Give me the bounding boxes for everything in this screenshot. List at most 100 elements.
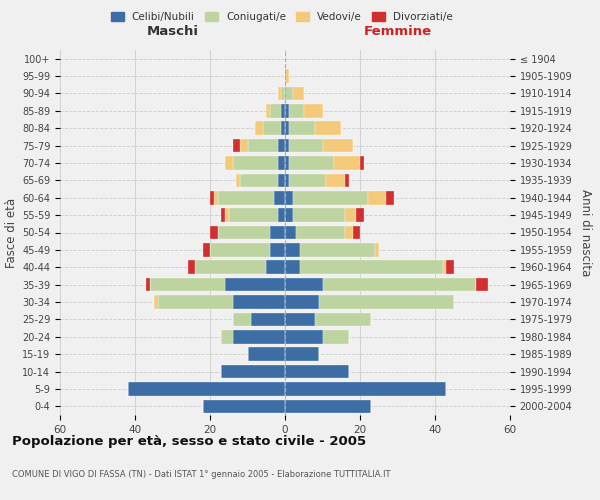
Bar bbox=[285, 260, 300, 274]
Bar bbox=[128, 382, 285, 396]
Bar bbox=[285, 122, 289, 135]
Bar bbox=[218, 226, 270, 239]
Bar bbox=[225, 208, 229, 222]
Bar bbox=[157, 295, 233, 309]
Bar bbox=[233, 156, 277, 170]
Bar bbox=[233, 139, 240, 152]
Bar bbox=[233, 312, 251, 326]
Bar bbox=[210, 226, 218, 239]
Bar bbox=[221, 330, 233, 344]
Bar bbox=[360, 156, 364, 170]
Bar bbox=[285, 70, 289, 83]
Bar bbox=[315, 122, 341, 135]
Legend: Celibi/Nubili, Coniugati/e, Vedovi/e, Divorziati/e: Celibi/Nubili, Coniugati/e, Vedovi/e, Di… bbox=[107, 8, 457, 26]
Bar bbox=[285, 226, 296, 239]
Bar bbox=[345, 226, 353, 239]
Bar bbox=[285, 174, 289, 187]
Bar bbox=[285, 278, 323, 291]
Bar bbox=[274, 191, 285, 204]
Bar bbox=[270, 104, 281, 118]
Bar bbox=[251, 312, 285, 326]
Bar bbox=[281, 104, 285, 118]
Bar bbox=[285, 208, 293, 222]
Y-axis label: Fasce di età: Fasce di età bbox=[5, 198, 18, 268]
Bar bbox=[289, 139, 323, 152]
Text: Popolazione per età, sesso e stato civile - 2005: Popolazione per età, sesso e stato civil… bbox=[12, 435, 366, 448]
Bar bbox=[281, 122, 285, 135]
Bar bbox=[154, 295, 157, 309]
Bar bbox=[323, 139, 353, 152]
Text: COMUNE DI VIGO DI FASSA (TN) - Dati ISTAT 1° gennaio 2005 - Elaborazione TUTTITA: COMUNE DI VIGO DI FASSA (TN) - Dati ISTA… bbox=[12, 470, 391, 479]
Bar bbox=[236, 174, 240, 187]
Bar bbox=[270, 243, 285, 256]
Bar bbox=[285, 86, 293, 100]
Bar bbox=[240, 174, 277, 187]
Bar bbox=[255, 122, 263, 135]
Bar bbox=[233, 330, 285, 344]
Bar bbox=[285, 156, 289, 170]
Bar bbox=[277, 208, 285, 222]
Bar bbox=[345, 208, 356, 222]
Y-axis label: Anni di nascita: Anni di nascita bbox=[579, 189, 592, 276]
Bar bbox=[150, 278, 225, 291]
Bar bbox=[210, 191, 214, 204]
Bar bbox=[285, 382, 446, 396]
Bar bbox=[285, 243, 300, 256]
Bar bbox=[187, 260, 195, 274]
Bar bbox=[304, 104, 323, 118]
Bar bbox=[229, 208, 277, 222]
Bar bbox=[218, 191, 274, 204]
Bar bbox=[326, 174, 345, 187]
Bar bbox=[285, 365, 349, 378]
Bar bbox=[375, 243, 379, 256]
Text: Maschi: Maschi bbox=[146, 25, 199, 38]
Bar bbox=[277, 86, 281, 100]
Bar bbox=[345, 174, 349, 187]
Bar bbox=[323, 278, 476, 291]
Bar bbox=[323, 330, 349, 344]
Bar bbox=[293, 191, 367, 204]
Bar bbox=[353, 226, 360, 239]
Bar bbox=[225, 278, 285, 291]
Bar bbox=[248, 139, 277, 152]
Bar bbox=[277, 139, 285, 152]
Bar bbox=[146, 278, 150, 291]
Bar bbox=[221, 208, 225, 222]
Bar bbox=[240, 139, 248, 152]
Bar bbox=[285, 330, 323, 344]
Bar bbox=[225, 156, 233, 170]
Bar bbox=[443, 260, 446, 274]
Bar bbox=[221, 365, 285, 378]
Bar bbox=[446, 260, 454, 274]
Bar bbox=[296, 226, 345, 239]
Bar bbox=[476, 278, 487, 291]
Bar bbox=[285, 139, 289, 152]
Bar bbox=[289, 104, 304, 118]
Bar bbox=[266, 260, 285, 274]
Bar bbox=[289, 174, 326, 187]
Bar bbox=[195, 260, 266, 274]
Bar bbox=[356, 208, 364, 222]
Bar bbox=[277, 156, 285, 170]
Bar bbox=[289, 156, 334, 170]
Bar bbox=[203, 243, 210, 256]
Bar bbox=[285, 312, 315, 326]
Bar bbox=[281, 86, 285, 100]
Bar bbox=[300, 260, 443, 274]
Text: Femmine: Femmine bbox=[364, 25, 431, 38]
Bar bbox=[334, 156, 360, 170]
Bar bbox=[210, 243, 270, 256]
Bar bbox=[367, 191, 386, 204]
Bar bbox=[293, 86, 304, 100]
Bar bbox=[285, 191, 293, 204]
Bar bbox=[233, 295, 285, 309]
Bar bbox=[266, 104, 270, 118]
Bar bbox=[315, 312, 371, 326]
Bar bbox=[203, 400, 285, 413]
Bar bbox=[386, 191, 394, 204]
Bar bbox=[289, 122, 315, 135]
Bar bbox=[319, 295, 454, 309]
Bar bbox=[285, 400, 371, 413]
Bar bbox=[293, 208, 345, 222]
Bar bbox=[263, 122, 281, 135]
